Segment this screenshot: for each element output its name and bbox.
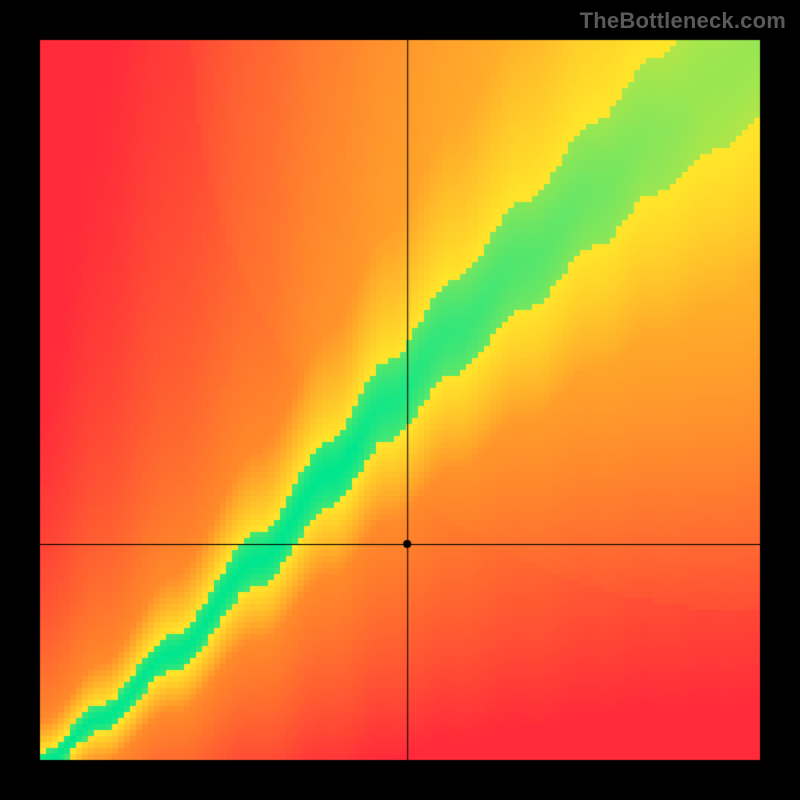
watermark-text: TheBottleneck.com (580, 8, 786, 34)
heatmap-canvas (0, 0, 800, 800)
